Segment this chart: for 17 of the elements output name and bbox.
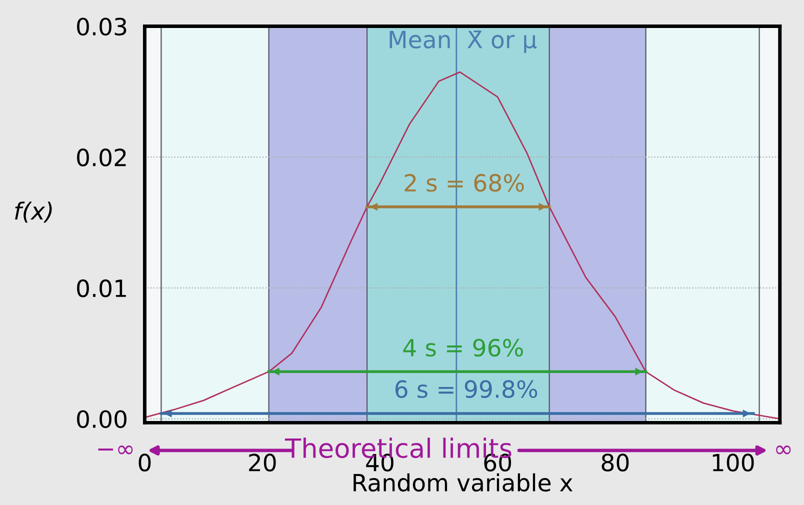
band-label: 6 s = 99.8%: [395, 380, 538, 398]
band-label: 4 s = 96%: [403, 338, 523, 357]
x-tick-label: 20: [249, 454, 276, 472]
y-tick-label: 0.03: [77, 18, 126, 36]
y-tick-label: 0.00: [77, 410, 126, 428]
x-tick-label: 80: [602, 454, 629, 472]
text: −∞: [98, 445, 133, 454]
y-axis-title: f(x): [15, 202, 52, 223]
y-tick-label: 0.02: [77, 148, 126, 166]
x-tick-label: 0: [138, 454, 151, 472]
text: ∞: [776, 445, 791, 454]
band-label: 2 s = 68%: [404, 174, 524, 192]
line-series: [144, 71, 780, 420]
x-tick-label: 100: [712, 454, 754, 472]
x-axis-title: Random variable x: [354, 473, 573, 492]
ref-line-label: Mean X̄ or μ: [390, 30, 537, 54]
y-tick-label: 0.01: [77, 279, 126, 298]
